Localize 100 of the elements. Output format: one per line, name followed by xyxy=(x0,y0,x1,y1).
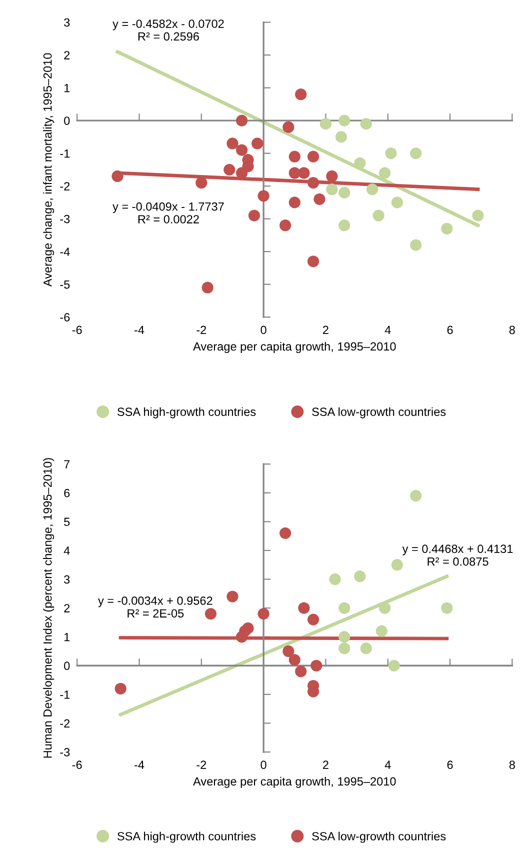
point xyxy=(279,527,292,539)
point xyxy=(388,660,400,672)
y-tick-label: 7 xyxy=(64,460,70,468)
x-tick-label: -4 xyxy=(134,760,144,769)
point xyxy=(338,642,350,654)
point xyxy=(360,642,372,654)
x-tick-label: 6 xyxy=(447,760,453,770)
point xyxy=(258,608,270,620)
x-tick-label: 6 xyxy=(447,326,453,334)
point xyxy=(202,282,214,294)
point xyxy=(366,184,378,196)
x-tick-label: 4 xyxy=(384,326,391,334)
point xyxy=(114,682,126,694)
y-tick-label: 1 xyxy=(64,632,70,642)
point xyxy=(258,190,270,202)
legend-label: SSA high-growth countries xyxy=(117,832,256,843)
y-tick-label: 2 xyxy=(64,604,70,612)
x-tick-label: 0 xyxy=(260,326,266,334)
y-tick-label: -5 xyxy=(60,280,70,289)
point xyxy=(298,602,310,614)
point xyxy=(307,150,320,162)
y-tick-label: -4 xyxy=(60,248,70,256)
point xyxy=(288,196,300,208)
legend-label: SSA low-growth countries xyxy=(312,832,446,843)
point xyxy=(204,608,217,620)
x-tick-label: 8 xyxy=(509,326,515,334)
annotation: y = -0.0409x - 1.7737 R² = 0.0022 xyxy=(112,202,224,224)
point xyxy=(335,131,348,143)
point xyxy=(295,88,307,100)
point xyxy=(279,220,292,232)
point xyxy=(329,573,341,586)
y-tick-label: -1 xyxy=(60,690,70,699)
annotation: y = 0.4468x + 0.4131 R² = 0.0875 xyxy=(402,544,513,566)
point xyxy=(282,121,294,133)
point xyxy=(376,625,388,637)
legend-label: SSA high-growth countries xyxy=(117,407,256,418)
point xyxy=(441,222,453,234)
x-tick-label: -6 xyxy=(72,760,82,770)
point xyxy=(472,210,484,222)
y-tick-label: -3 xyxy=(60,748,70,756)
annotation: y = -0.4582x - 0.0702 R² = 0.2596 xyxy=(112,20,224,41)
point xyxy=(236,114,248,126)
point xyxy=(338,220,350,232)
y-tick-label: -2 xyxy=(60,182,70,190)
point xyxy=(236,144,248,156)
point xyxy=(252,138,264,150)
point xyxy=(314,193,326,205)
point xyxy=(196,176,208,189)
point xyxy=(338,186,350,198)
y-tick-label: -1 xyxy=(60,149,70,158)
y-tick-label: 3 xyxy=(64,575,70,584)
x-axis-title: Average per capita growth, 1995–2010 xyxy=(193,776,396,788)
x-tick-label: 0 xyxy=(260,760,266,770)
point xyxy=(307,176,320,189)
x-tick-label: 4 xyxy=(384,760,391,769)
point xyxy=(307,256,320,268)
point xyxy=(326,170,338,182)
point xyxy=(354,157,366,169)
point xyxy=(338,602,350,614)
point xyxy=(320,118,332,130)
x-tick-label: 8 xyxy=(509,760,515,770)
point xyxy=(288,654,300,666)
point xyxy=(226,138,238,150)
x-tick-label: -2 xyxy=(196,326,206,334)
point xyxy=(236,167,248,179)
point xyxy=(295,666,307,678)
point xyxy=(378,167,391,179)
x-tick-label: -4 xyxy=(134,326,144,334)
y-axis-title: Average change, infant mortality, 1995–2010 xyxy=(43,53,54,287)
point xyxy=(282,645,294,658)
point xyxy=(310,660,322,672)
y-axis-title: Human Development Index (percent change, 1995–2010) xyxy=(43,458,54,758)
y-tick-label: 6 xyxy=(64,488,70,498)
point xyxy=(354,570,366,582)
y-tick-label: 1 xyxy=(64,84,70,92)
point xyxy=(372,210,384,222)
point xyxy=(378,602,391,614)
point xyxy=(441,602,453,614)
point xyxy=(112,170,124,182)
y-tick-label: 2 xyxy=(64,51,70,60)
y-tick-label: 5 xyxy=(64,518,70,526)
y-tick-label: -6 xyxy=(60,313,70,322)
x-tick-label: -2 xyxy=(196,760,206,769)
point xyxy=(391,559,403,571)
point xyxy=(391,196,403,208)
point xyxy=(248,210,260,222)
point xyxy=(360,118,372,130)
y-tick-label: 3 xyxy=(64,18,70,27)
point xyxy=(226,590,238,602)
x-tick-label: 2 xyxy=(323,760,328,769)
y-tick-label: -3 xyxy=(60,214,70,224)
annotation: y = -0.0034x + 0.9562 R² = 2E-05 xyxy=(98,596,212,618)
point xyxy=(224,164,236,176)
point xyxy=(288,150,300,162)
y-tick-label: -2 xyxy=(60,719,70,728)
y-tick-label: 0 xyxy=(64,662,70,670)
point xyxy=(307,614,320,626)
point xyxy=(338,114,350,126)
point xyxy=(298,167,310,179)
point xyxy=(338,631,350,643)
